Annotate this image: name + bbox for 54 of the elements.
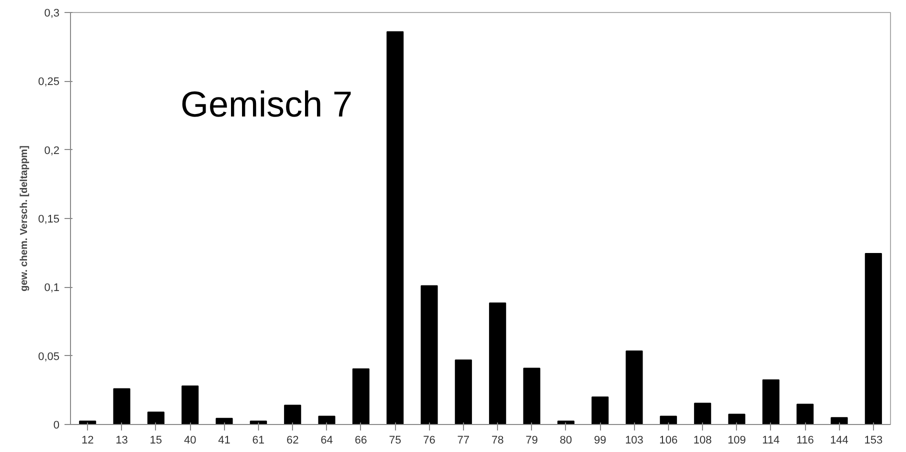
x-tick-label: 64 bbox=[320, 434, 333, 446]
x-tick-label: 144 bbox=[830, 434, 848, 446]
y-tick-label: 0,2 bbox=[44, 144, 60, 157]
bar bbox=[830, 417, 848, 424]
x-tick-label: 114 bbox=[762, 434, 780, 446]
x-tick-label: 75 bbox=[388, 434, 402, 446]
bar bbox=[592, 396, 609, 424]
annotation: Gemisch 7 bbox=[180, 84, 353, 124]
bar bbox=[318, 416, 336, 424]
x-tick-label: 62 bbox=[286, 434, 299, 446]
x-tick-label: 13 bbox=[116, 434, 128, 446]
bar bbox=[796, 404, 814, 424]
x-tick-label: 78 bbox=[491, 434, 504, 446]
x-tick-label: 77 bbox=[457, 434, 470, 446]
bar bbox=[762, 379, 780, 424]
bar bbox=[182, 386, 199, 424]
bar bbox=[694, 402, 712, 424]
bar bbox=[284, 404, 302, 424]
bar bbox=[420, 285, 438, 424]
bar bbox=[454, 359, 472, 424]
x-tick-label: 109 bbox=[728, 434, 746, 446]
x-tick-label: 99 bbox=[594, 434, 606, 446]
y-tick-label: 0,3 bbox=[44, 8, 60, 20]
y-tick-label: 0,15 bbox=[38, 214, 60, 226]
bar bbox=[728, 414, 746, 424]
y-tick-label: 0,1 bbox=[44, 282, 60, 294]
x-tick-label: 40 bbox=[184, 434, 196, 446]
bar bbox=[147, 412, 164, 424]
x-tick-label: 15 bbox=[150, 434, 162, 446]
x-tick-label: 103 bbox=[625, 434, 644, 446]
bar bbox=[489, 302, 506, 424]
bar bbox=[352, 368, 370, 424]
x-tick-label: 79 bbox=[526, 434, 538, 446]
x-tick-label: 153 bbox=[864, 434, 883, 446]
y-tick-label: 0,05 bbox=[38, 350, 60, 363]
x-tick-label: 66 bbox=[354, 434, 368, 446]
x-tick-label: 80 bbox=[560, 434, 572, 446]
x-tick-label: 76 bbox=[423, 434, 436, 446]
y-axis-title: gew. chem. Versch. [deltappm] bbox=[19, 146, 30, 292]
bar bbox=[113, 388, 130, 424]
y-tick-label: 0,25 bbox=[38, 76, 60, 88]
bar bbox=[864, 253, 882, 424]
x-tick-label: 12 bbox=[81, 434, 94, 446]
bar bbox=[523, 368, 540, 424]
y-tick-label: 0 bbox=[53, 420, 60, 432]
x-tick-label: 108 bbox=[693, 434, 712, 446]
x-tick-label: 41 bbox=[218, 434, 230, 446]
bar bbox=[626, 350, 643, 424]
bar bbox=[660, 416, 677, 424]
x-tick-label: 61 bbox=[252, 434, 265, 446]
bar bbox=[386, 31, 404, 424]
x-tick-label: 106 bbox=[659, 434, 678, 446]
x-tick-label: 116 bbox=[796, 434, 814, 446]
bar bbox=[216, 418, 233, 424]
